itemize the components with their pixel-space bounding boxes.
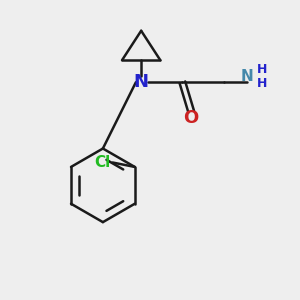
Text: N: N bbox=[241, 70, 253, 85]
Text: O: O bbox=[184, 109, 199, 127]
Text: H: H bbox=[257, 63, 267, 76]
Text: H: H bbox=[257, 77, 268, 90]
Text: N: N bbox=[134, 73, 149, 91]
Text: Cl: Cl bbox=[94, 155, 110, 170]
